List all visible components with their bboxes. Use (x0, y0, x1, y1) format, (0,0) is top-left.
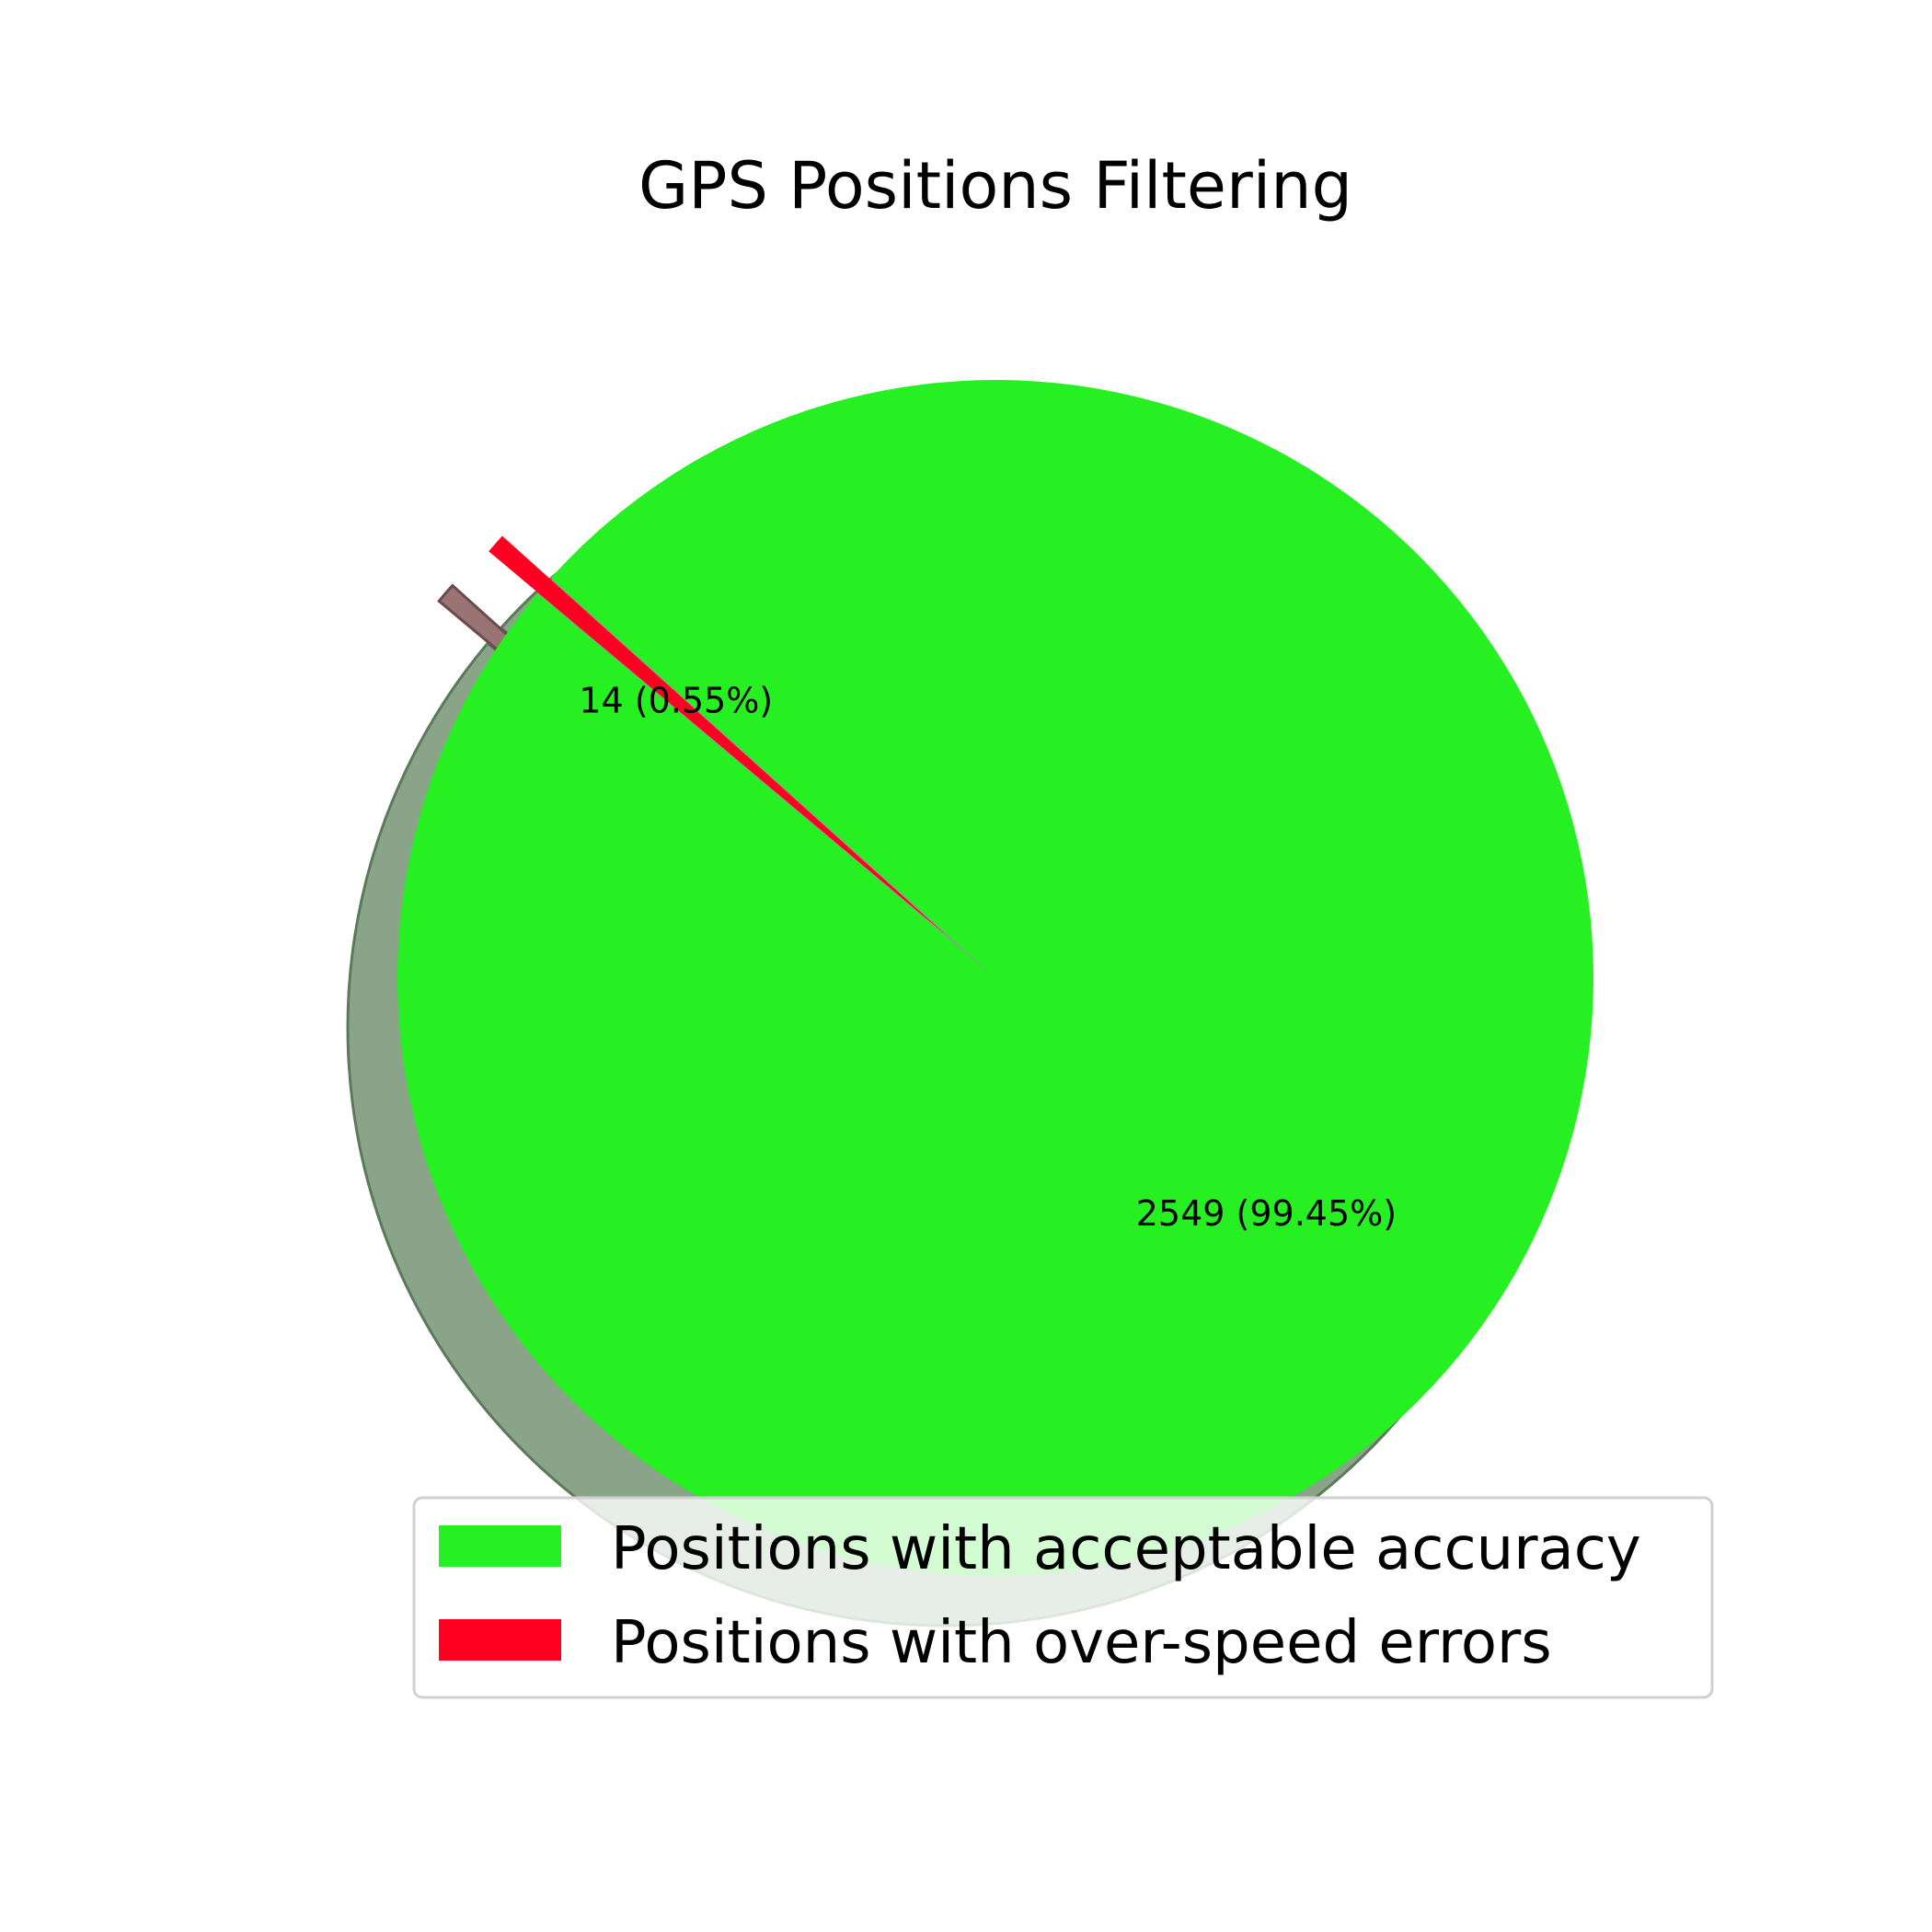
legend-label-acceptable: Positions with acceptable accuracy (611, 1515, 1641, 1583)
legend-swatch-over-speed (439, 1619, 561, 1661)
slice-labels: 2549 (99.45%) 14 (0.55%) (579, 680, 1397, 1233)
legend: Positions with acceptable accuracy Posit… (412, 1496, 1714, 1699)
slice-positions-with-acceptable-accuracy (397, 379, 1593, 1576)
slice-positions-with-over-speed-errors (489, 535, 948, 937)
slice-label-positions-with-over-speed-errors: 14 (0.55%) (579, 680, 773, 720)
legend-swatch-acceptable (439, 1525, 561, 1567)
slice-label-positions-with-acceptable-accuracy: 2549 (99.45%) (1136, 1193, 1397, 1234)
legend-box (412, 1496, 1714, 1699)
pie-slices (397, 379, 1593, 1576)
legend-label-over-speed: Positions with over-speed errors (611, 1609, 1552, 1677)
chart-title: GPS Positions Filtering (638, 148, 1352, 224)
